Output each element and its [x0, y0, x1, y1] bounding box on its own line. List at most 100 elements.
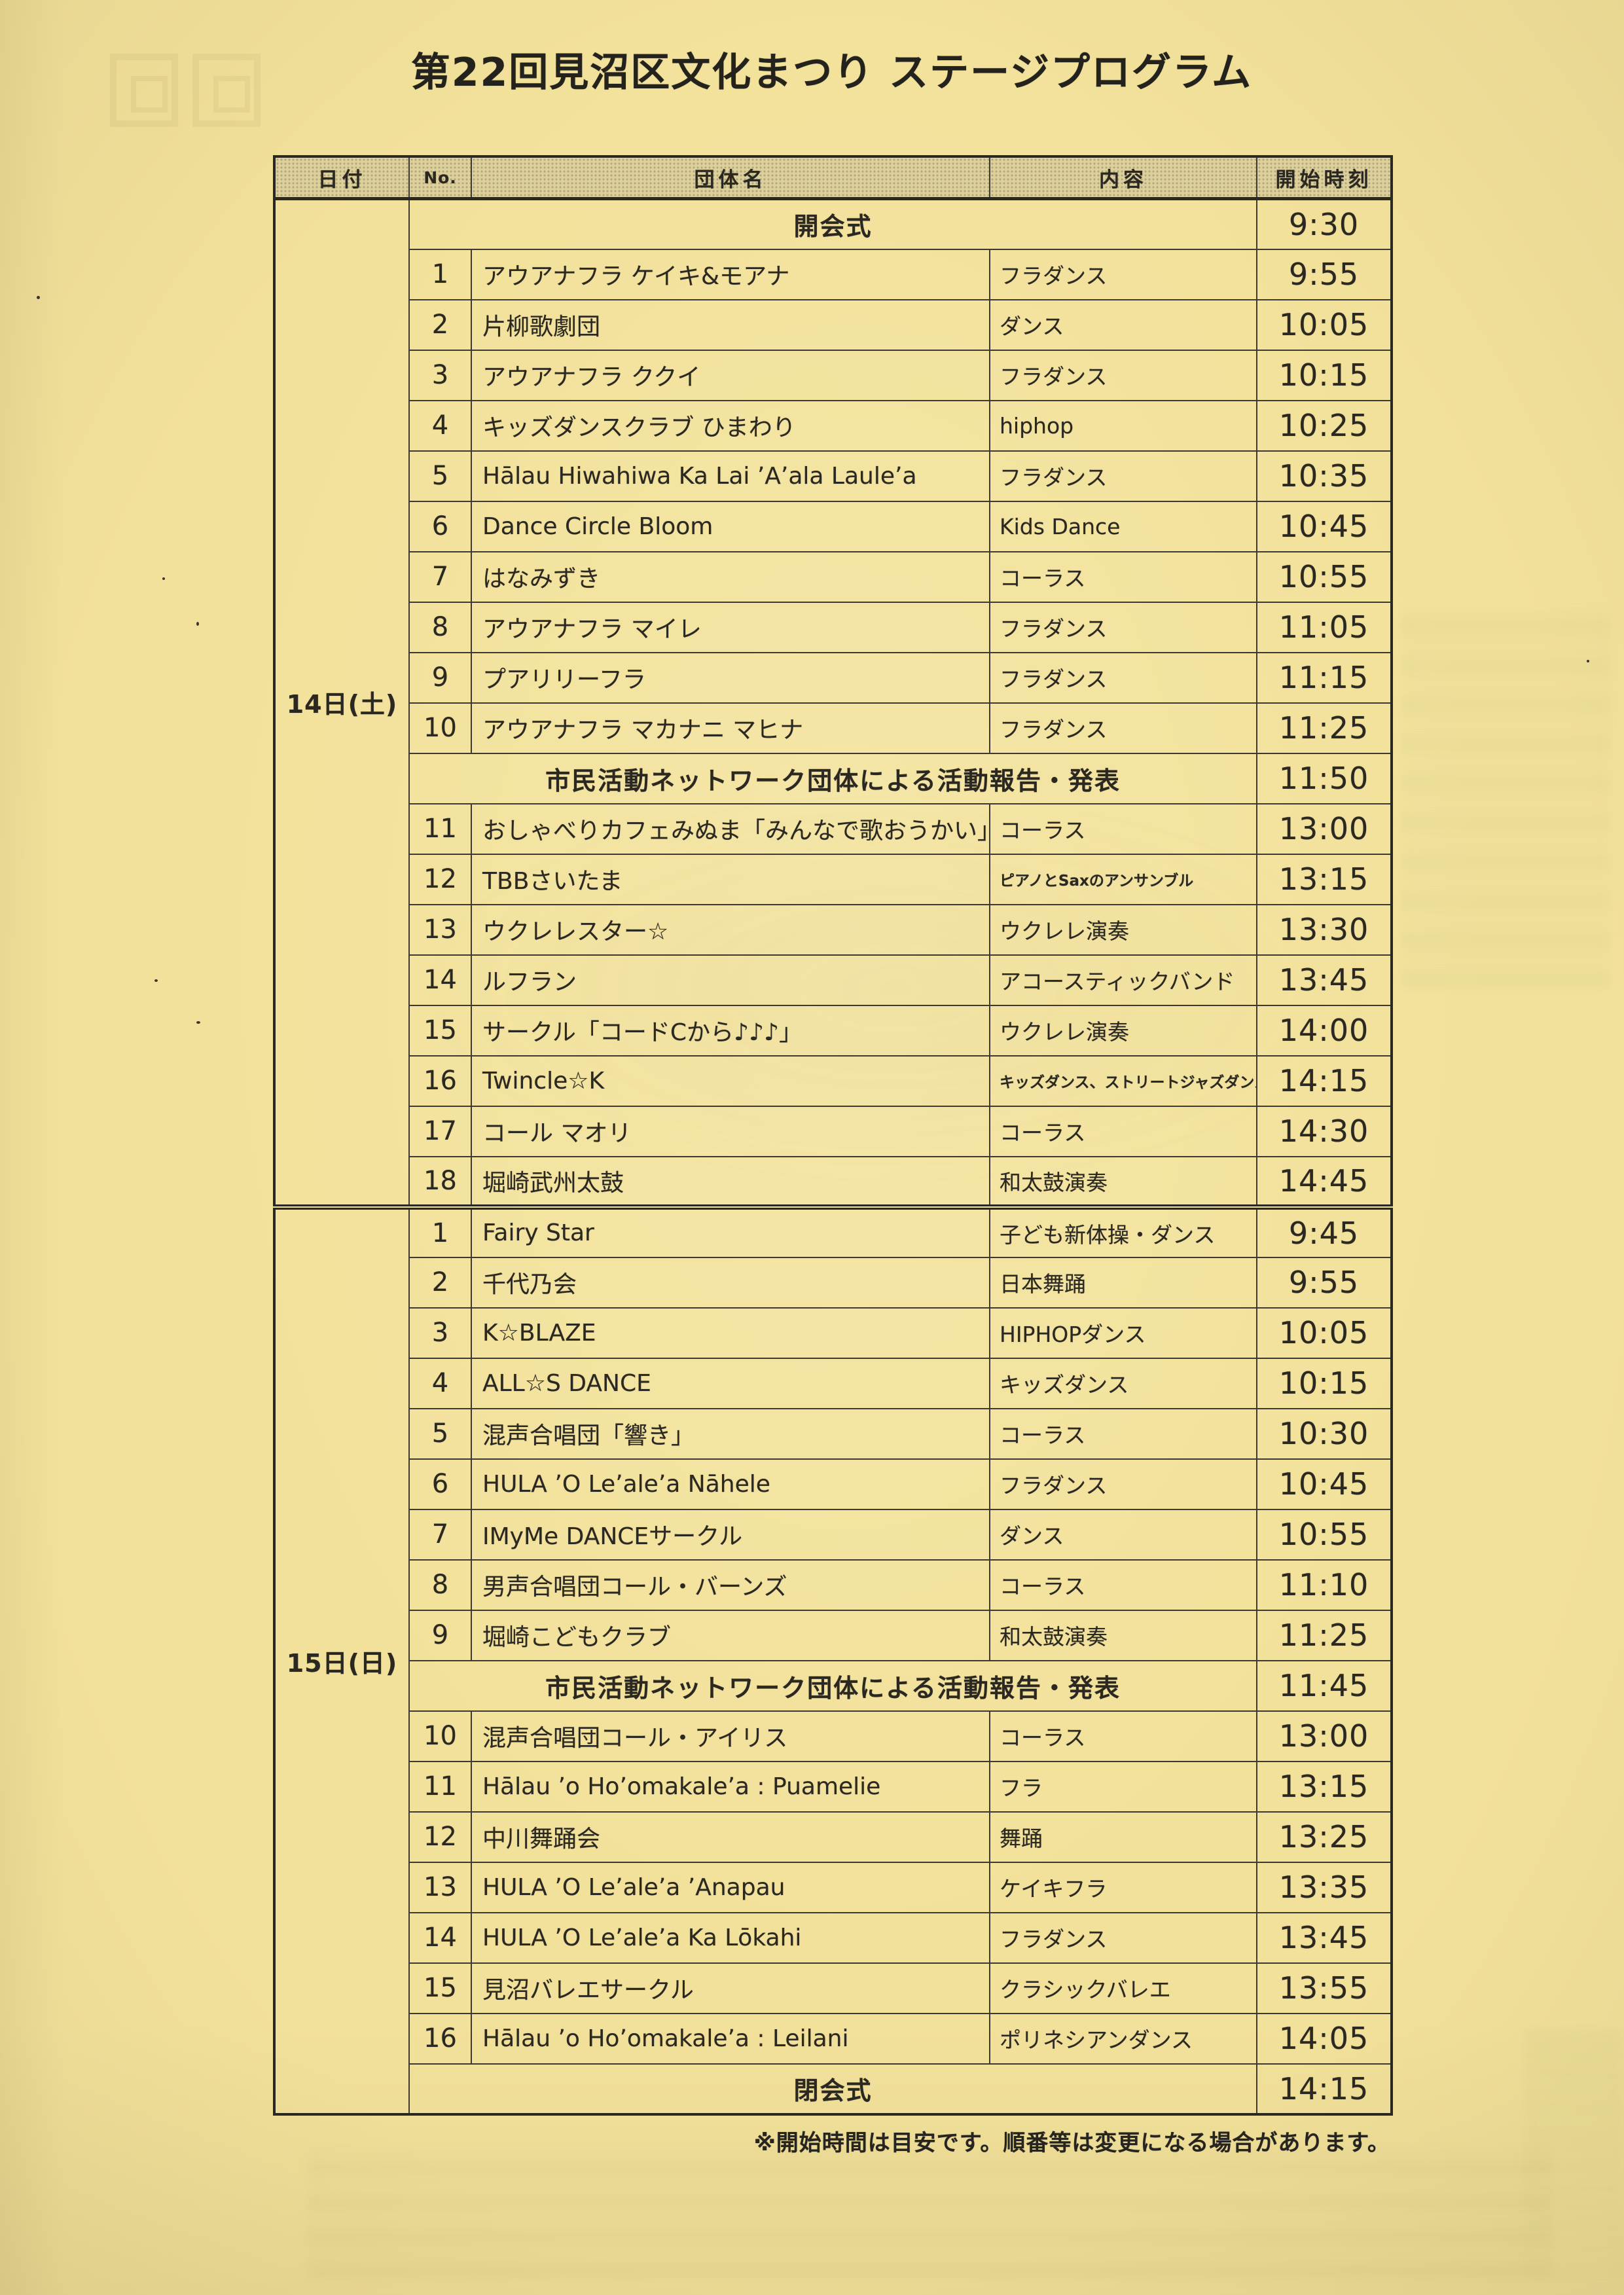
start-time: 11:25 [1256, 702, 1392, 754]
group-name: 男声合唱団コール・バーンズ [471, 1559, 990, 1611]
row-number: 4 [408, 1357, 472, 1409]
start-time: 14:00 [1256, 1004, 1392, 1057]
program-row: 14日(土) 開会式 9:30 [274, 198, 1392, 1208]
start-time: 14:15 [1256, 1055, 1392, 1107]
group-name: Dance Circle Bloom [471, 500, 990, 552]
start-time: 9:45 [1256, 1204, 1392, 1258]
start-time: 10:15 [1256, 1357, 1392, 1409]
start-time: 13:55 [1256, 1962, 1392, 2014]
section-label: 市民活動ネットワーク団体による活動報告・発表 [408, 1659, 1257, 1712]
row-number: 15 [408, 1004, 472, 1057]
program-row: 12 TBBさいたま ピアノとSaxのアンサンブル 13:15 [274, 853, 1392, 905]
content-genre: コーラス [989, 1407, 1257, 1460]
row-number: 7 [408, 1508, 472, 1561]
group-name: プアリリーフラ [471, 651, 990, 704]
program-row: 6 Dance Circle Bloom Kids Dance 10:45 [274, 500, 1392, 552]
start-time: 13:25 [1256, 1811, 1392, 1863]
row-number: 13 [408, 903, 472, 956]
group-name: 片柳歌劇団 [471, 298, 990, 351]
content-genre: コーラス [989, 1559, 1257, 1611]
start-time: 10:30 [1256, 1407, 1392, 1460]
program-row: 11 Hālau ’o Ho’omakale’a : Puamelie フラ 13:1… [274, 1760, 1392, 1813]
program-row: 1 アウアナフラ ケイキ&モアナ フラダンス 9:55 [274, 248, 1392, 300]
row-number: 3 [408, 1307, 472, 1359]
row-number: 12 [408, 1811, 472, 1863]
content-genre: ウクレレ演奏 [989, 903, 1257, 956]
program-row: 2 千代乃会 日本舞踊 9:55 [274, 1256, 1392, 1309]
table-header: 日付 No. 団体名 内容 開始時刻 [274, 156, 1392, 200]
start-time: 14:45 [1256, 1155, 1392, 1208]
start-time: 10:45 [1256, 500, 1392, 552]
program-row: 市民活動ネットワーク団体による活動報告・発表 11:50 [274, 752, 1392, 804]
group-name: ルフラン [471, 954, 990, 1006]
row-number: 6 [408, 500, 472, 552]
program-row: 閉会式 14:15 [274, 2063, 1392, 2115]
showthrough-patch [1401, 609, 1610, 988]
group-name: HULA ’O Le’ale’a Ka Lōkahi [471, 1911, 990, 1964]
content-genre: フラダンス [989, 702, 1257, 754]
start-time: 10:05 [1256, 298, 1392, 351]
group-name: おしゃべりカフェみぬま「みんなで歌おうかい」 [471, 803, 990, 855]
start-time: 11:15 [1256, 651, 1392, 704]
program-row: 市民活動ネットワーク団体による活動報告・発表 11:45 [274, 1659, 1392, 1712]
row-number: 17 [408, 1105, 472, 1157]
row-number: 9 [408, 1609, 472, 1661]
col-header-no: No. [408, 156, 472, 200]
program-row: 15 サークル「コードCから♪♪♪」 ウクレレ演奏 14:00 [274, 1004, 1392, 1057]
section-label: 閉会式 [408, 2063, 1257, 2115]
content-genre: ポリネシアンダンス [989, 2012, 1257, 2065]
program-row: 14 ルフラン アコースティックバンド 13:45 [274, 954, 1392, 1006]
content-genre: フラダンス [989, 1458, 1257, 1510]
row-number: 11 [408, 803, 472, 855]
program-row: 16 Hālau ’o Ho’omakale’a : Leilani ポリネシアンダ… [274, 2012, 1392, 2065]
row-number: 13 [408, 1861, 472, 1913]
row-number: 9 [408, 651, 472, 704]
program-row: 10 混声合唱団コール・アイリス コーラス 13:00 [274, 1710, 1392, 1762]
content-genre: フラダンス [989, 248, 1257, 300]
content-genre: コーラス [989, 1105, 1257, 1157]
group-name: 中川舞踊会 [471, 1811, 990, 1863]
program-row: 14 HULA ’O Le’ale’a Ka Lōkahi フラダンス 13:45 [274, 1911, 1392, 1964]
start-time: 9:55 [1256, 248, 1392, 300]
content-genre: フラダンス [989, 601, 1257, 653]
content-genre: ダンス [989, 1508, 1257, 1561]
start-time: 13:00 [1256, 1710, 1392, 1762]
row-number: 14 [408, 954, 472, 1006]
ghost-stamp-box [192, 54, 261, 127]
date-cell: 14日(土) [274, 198, 410, 1208]
row-number: 2 [408, 298, 472, 351]
content-genre: コーラス [989, 1710, 1257, 1762]
start-time: 13:45 [1256, 1911, 1392, 1964]
content-genre: Kids Dance [989, 500, 1257, 552]
program-row: 12 中川舞踊会 舞踊 13:25 [274, 1811, 1392, 1863]
start-time: 9:30 [1256, 198, 1392, 250]
group-name: ウクレレスター☆ [471, 903, 990, 956]
col-header-group: 団体名 [471, 156, 990, 200]
col-header-content: 内容 [989, 156, 1257, 200]
group-name: アウアナフラ マイレ [471, 601, 990, 653]
content-genre: ウクレレ演奏 [989, 1004, 1257, 1057]
program-row: 9 堀崎こどもクラブ 和太鼓演奏 11:25 [274, 1609, 1392, 1661]
content-genre: ケイキフラ [989, 1861, 1257, 1913]
date-cell: 15日(日) [274, 1204, 410, 2115]
program-row: 5 Hālau Hiwahiwa Ka Lai ’A’ala Laule’a フラダ… [274, 450, 1392, 502]
program-row: 10 アウアナフラ マカナニ マヒナ フラダンス 11:25 [274, 702, 1392, 754]
row-number: 12 [408, 853, 472, 905]
group-name: アウアナフラ ククイ [471, 349, 990, 401]
row-number: 8 [408, 601, 472, 653]
program-row: 16 Twincle☆K キッズダンス、ストリートジャズダンス 14:15 [274, 1055, 1392, 1107]
group-name: はなみずき [471, 551, 990, 603]
program-row: 6 HULA ’O Le’ale’a Nāhele フラダンス 10:45 [274, 1458, 1392, 1510]
start-time: 10:55 [1256, 551, 1392, 603]
start-time: 10:15 [1256, 349, 1392, 401]
content-genre: ダンス [989, 298, 1257, 351]
header-row: 日付 No. 団体名 内容 開始時刻 [274, 156, 1392, 200]
start-time: 14:05 [1256, 2012, 1392, 2065]
program-row: 8 アウアナフラ マイレ フラダンス 11:05 [274, 601, 1392, 653]
start-time: 13:00 [1256, 803, 1392, 855]
content-genre: ピアノとSaxのアンサンブル [989, 853, 1257, 905]
group-name: ALL☆S DANCE [471, 1357, 990, 1409]
program-row: 11 おしゃべりカフェみぬま「みんなで歌おうかい」 コーラス 13:00 [274, 803, 1392, 855]
program-row: 4 ALL☆S DANCE キッズダンス 10:15 [274, 1357, 1392, 1409]
